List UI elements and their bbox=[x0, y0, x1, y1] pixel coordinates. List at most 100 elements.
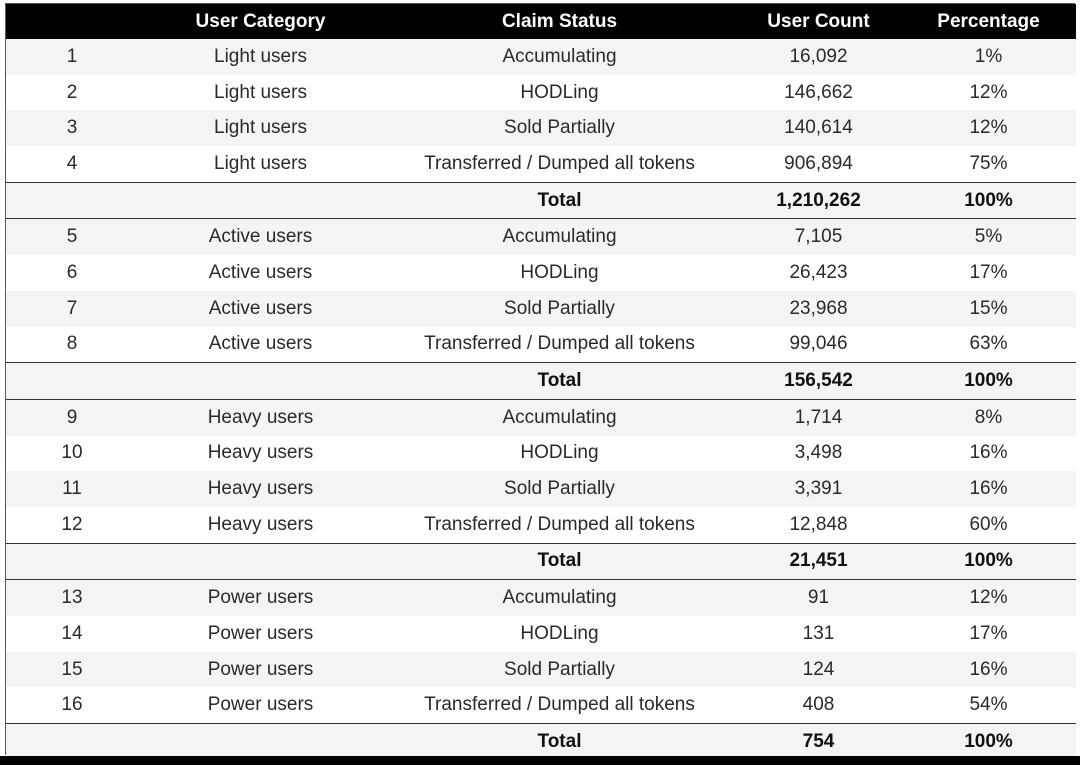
total-row: Total 156,542 100% bbox=[6, 362, 1076, 400]
empty-cell bbox=[6, 542, 138, 581]
header-user-count: User Count bbox=[736, 4, 901, 39]
empty-cell bbox=[6, 181, 138, 220]
claim-status-cell: Transferred / Dumped all tokens bbox=[383, 506, 736, 544]
claim-status-cell: Sold Partially bbox=[383, 290, 736, 327]
table-row: 14 Power users HODLing 131 17% bbox=[6, 616, 1076, 652]
table-row: 12 Heavy users Transferred / Dumped all to… bbox=[6, 506, 1076, 544]
row-index-cell: 4 bbox=[6, 146, 138, 183]
row-index-cell: 8 bbox=[6, 326, 138, 363]
percentage-cell: 17% bbox=[901, 616, 1076, 652]
empty-cell bbox=[6, 362, 138, 400]
table-row: 15 Power users Sold Partially 124 16% bbox=[6, 651, 1076, 688]
user-category-cell: Light users bbox=[138, 146, 383, 183]
percentage-cell: 60% bbox=[901, 506, 1076, 544]
claim-status-cell: Sold Partially bbox=[383, 471, 736, 507]
user-count-cell: 7,105 bbox=[736, 218, 901, 256]
header-index bbox=[6, 4, 138, 39]
user-count-cell: 26,423 bbox=[736, 255, 901, 291]
table-row: 4 Light users Transferred / Dumped all tok… bbox=[6, 146, 1076, 183]
total-label-cell: Total bbox=[383, 362, 736, 400]
total-row: Total 754 100% bbox=[6, 723, 1076, 761]
user-category-cell: Heavy users bbox=[138, 471, 383, 507]
table-row: 1 Light users Accumulating 16,092 1% bbox=[6, 39, 1076, 75]
percentage-cell: 16% bbox=[901, 471, 1076, 507]
row-index-cell: 5 bbox=[6, 218, 138, 256]
user-category-cell: Power users bbox=[138, 616, 383, 652]
empty-cell bbox=[138, 723, 383, 761]
table-row: 2 Light users HODLing 146,662 12% bbox=[6, 74, 1076, 111]
percentage-cell: 54% bbox=[901, 687, 1076, 724]
row-index-cell: 12 bbox=[6, 506, 138, 544]
percentage-cell: 1% bbox=[901, 39, 1076, 75]
table-row: 3 Light users Sold Partially 140,614 12% bbox=[6, 110, 1076, 147]
row-index-cell: 10 bbox=[6, 435, 138, 472]
claim-status-cell: HODLing bbox=[383, 255, 736, 291]
row-index-cell: 9 bbox=[6, 399, 138, 436]
percentage-cell: 63% bbox=[901, 326, 1076, 363]
percentage-cell: 75% bbox=[901, 146, 1076, 183]
claim-status-cell: Accumulating bbox=[383, 399, 736, 436]
user-category-cell: Light users bbox=[138, 74, 383, 111]
total-label-cell: Total bbox=[383, 542, 736, 581]
claim-status-cell: HODLing bbox=[383, 435, 736, 472]
user-category-cell: Light users bbox=[138, 39, 383, 75]
claim-status-cell: HODLing bbox=[383, 616, 736, 652]
user-category-cell: Heavy users bbox=[138, 435, 383, 472]
claim-status-table-frame: User Category Claim Status User Count Pe… bbox=[5, 3, 1076, 761]
percentage-cell: 16% bbox=[901, 435, 1076, 472]
percentage-cell: 5% bbox=[901, 218, 1076, 256]
percentage-cell: 12% bbox=[901, 579, 1076, 616]
row-index-cell: 11 bbox=[6, 471, 138, 507]
row-index-cell: 15 bbox=[6, 651, 138, 688]
row-index-cell: 13 bbox=[6, 579, 138, 616]
user-count-cell: 12,848 bbox=[736, 506, 901, 544]
total-count-cell: 754 bbox=[736, 723, 901, 761]
total-count-cell: 156,542 bbox=[736, 362, 901, 400]
total-count-cell: 1,210,262 bbox=[736, 181, 901, 220]
table-row: 13 Power users Accumulating 91 12% bbox=[6, 579, 1076, 616]
user-count-cell: 99,046 bbox=[736, 326, 901, 363]
user-category-cell: Active users bbox=[138, 218, 383, 256]
claim-status-cell: Sold Partially bbox=[383, 110, 736, 147]
percentage-cell: 12% bbox=[901, 110, 1076, 147]
user-count-cell: 16,092 bbox=[736, 39, 901, 75]
user-count-cell: 124 bbox=[736, 651, 901, 688]
user-category-cell: Light users bbox=[138, 110, 383, 147]
claim-status-cell: HODLing bbox=[383, 74, 736, 111]
left-edge bbox=[0, 0, 5, 765]
row-index-cell: 1 bbox=[6, 39, 138, 75]
user-count-cell: 23,968 bbox=[736, 290, 901, 327]
row-index-cell: 16 bbox=[6, 687, 138, 724]
user-category-cell: Heavy users bbox=[138, 399, 383, 436]
user-category-cell: Active users bbox=[138, 255, 383, 291]
claim-status-cell: Transferred / Dumped all tokens bbox=[383, 687, 736, 724]
claim-status-cell: Sold Partially bbox=[383, 651, 736, 688]
user-category-cell: Active users bbox=[138, 326, 383, 363]
claim-status-cell: Accumulating bbox=[383, 579, 736, 616]
user-count-cell: 408 bbox=[736, 687, 901, 724]
user-count-cell: 140,614 bbox=[736, 110, 901, 147]
claim-status-cell: Transferred / Dumped all tokens bbox=[383, 326, 736, 363]
user-category-cell: Power users bbox=[138, 579, 383, 616]
user-count-cell: 3,391 bbox=[736, 471, 901, 507]
empty-cell bbox=[6, 723, 138, 761]
bottom-bar bbox=[0, 756, 1080, 765]
row-index-cell: 7 bbox=[6, 290, 138, 327]
empty-cell bbox=[138, 362, 383, 400]
claim-status-table: User Category Claim Status User Count Pe… bbox=[6, 4, 1076, 761]
row-index-cell: 6 bbox=[6, 255, 138, 291]
empty-cell bbox=[138, 542, 383, 581]
table-row: 11 Heavy users Sold Partially 3,391 16% bbox=[6, 471, 1076, 507]
percentage-cell: 16% bbox=[901, 651, 1076, 688]
table-row: 6 Active users HODLing 26,423 17% bbox=[6, 255, 1076, 291]
percentage-cell: 15% bbox=[901, 290, 1076, 327]
row-index-cell: 3 bbox=[6, 110, 138, 147]
table-row: 9 Heavy users Accumulating 1,714 8% bbox=[6, 399, 1076, 436]
percentage-cell: 17% bbox=[901, 255, 1076, 291]
table-row: 5 Active users Accumulating 7,105 5% bbox=[6, 218, 1076, 256]
total-percentage-cell: 100% bbox=[901, 181, 1076, 220]
user-category-cell: Heavy users bbox=[138, 506, 383, 544]
user-count-cell: 3,498 bbox=[736, 435, 901, 472]
user-category-cell: Power users bbox=[138, 687, 383, 724]
table-row: 8 Active users Transferred / Dumped all to… bbox=[6, 326, 1076, 363]
